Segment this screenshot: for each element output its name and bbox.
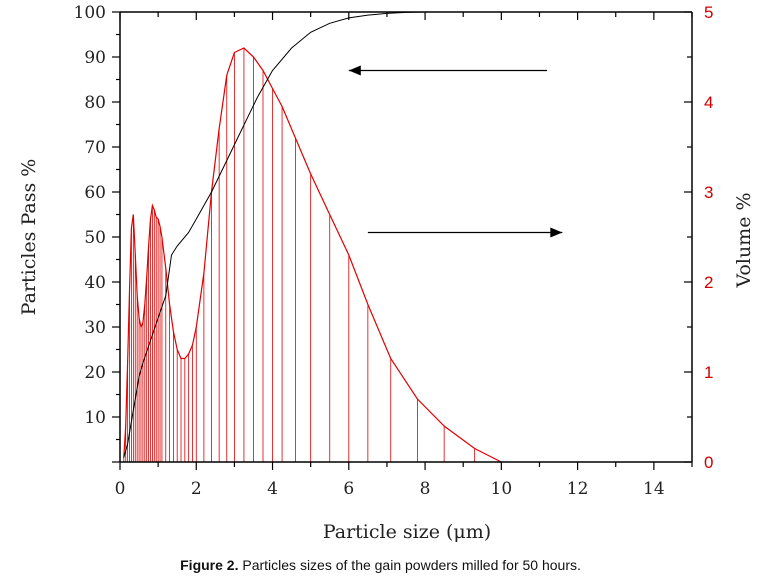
figure-caption-label: Figure 2. [180,557,239,573]
y2-tick-label: 4 [704,93,713,112]
y-tick-label: 60 [84,183,106,203]
y-tick-label: 10 [84,408,106,428]
y-tick-label: 40 [84,273,106,293]
y2-tick-label: 2 [704,273,713,292]
x-tick-label: 0 [115,479,126,499]
x-tick-label: 10 [491,479,513,499]
annotations-layer [348,65,563,238]
y-tick-label: 100 [74,3,106,23]
y-tick-label: 20 [84,363,106,383]
y-tick-label: 50 [84,228,106,248]
figure-caption: Figure 2. Particles sizes of the gain po… [0,557,761,573]
y-tick-label: 80 [84,93,106,113]
x-tick-label: 12 [567,479,589,499]
cumulative-series-line [123,11,654,458]
y-tick-label: 30 [84,318,106,338]
volume-area-layer [123,47,502,463]
x-tick-label: 14 [643,479,665,499]
y2-tick-label: 1 [704,363,713,382]
y2-tick-label: 0 [704,453,713,472]
y-tick-label: 70 [84,138,106,158]
x-tick-label: 2 [191,479,202,499]
x-tick-label: 8 [420,479,431,499]
volume-series-line [123,47,502,463]
x-tick-label: 6 [343,479,354,499]
y2-axis-label: Volume % [733,192,755,288]
arrow-left-icon [348,65,361,76]
y-axis-label: Particles Pass % [18,159,40,316]
x-axis-label: Particle size (μm) [323,521,491,543]
cumulative-line-layer [123,11,654,458]
y-tick-label: 90 [84,48,106,68]
x-tick-label: 4 [267,479,278,499]
y2-tick-label: 3 [704,183,713,202]
figure-caption-text: Particles sizes of the gain powders mill… [242,557,581,573]
arrow-right-icon [550,227,563,238]
y2-tick-label: 5 [704,3,713,22]
